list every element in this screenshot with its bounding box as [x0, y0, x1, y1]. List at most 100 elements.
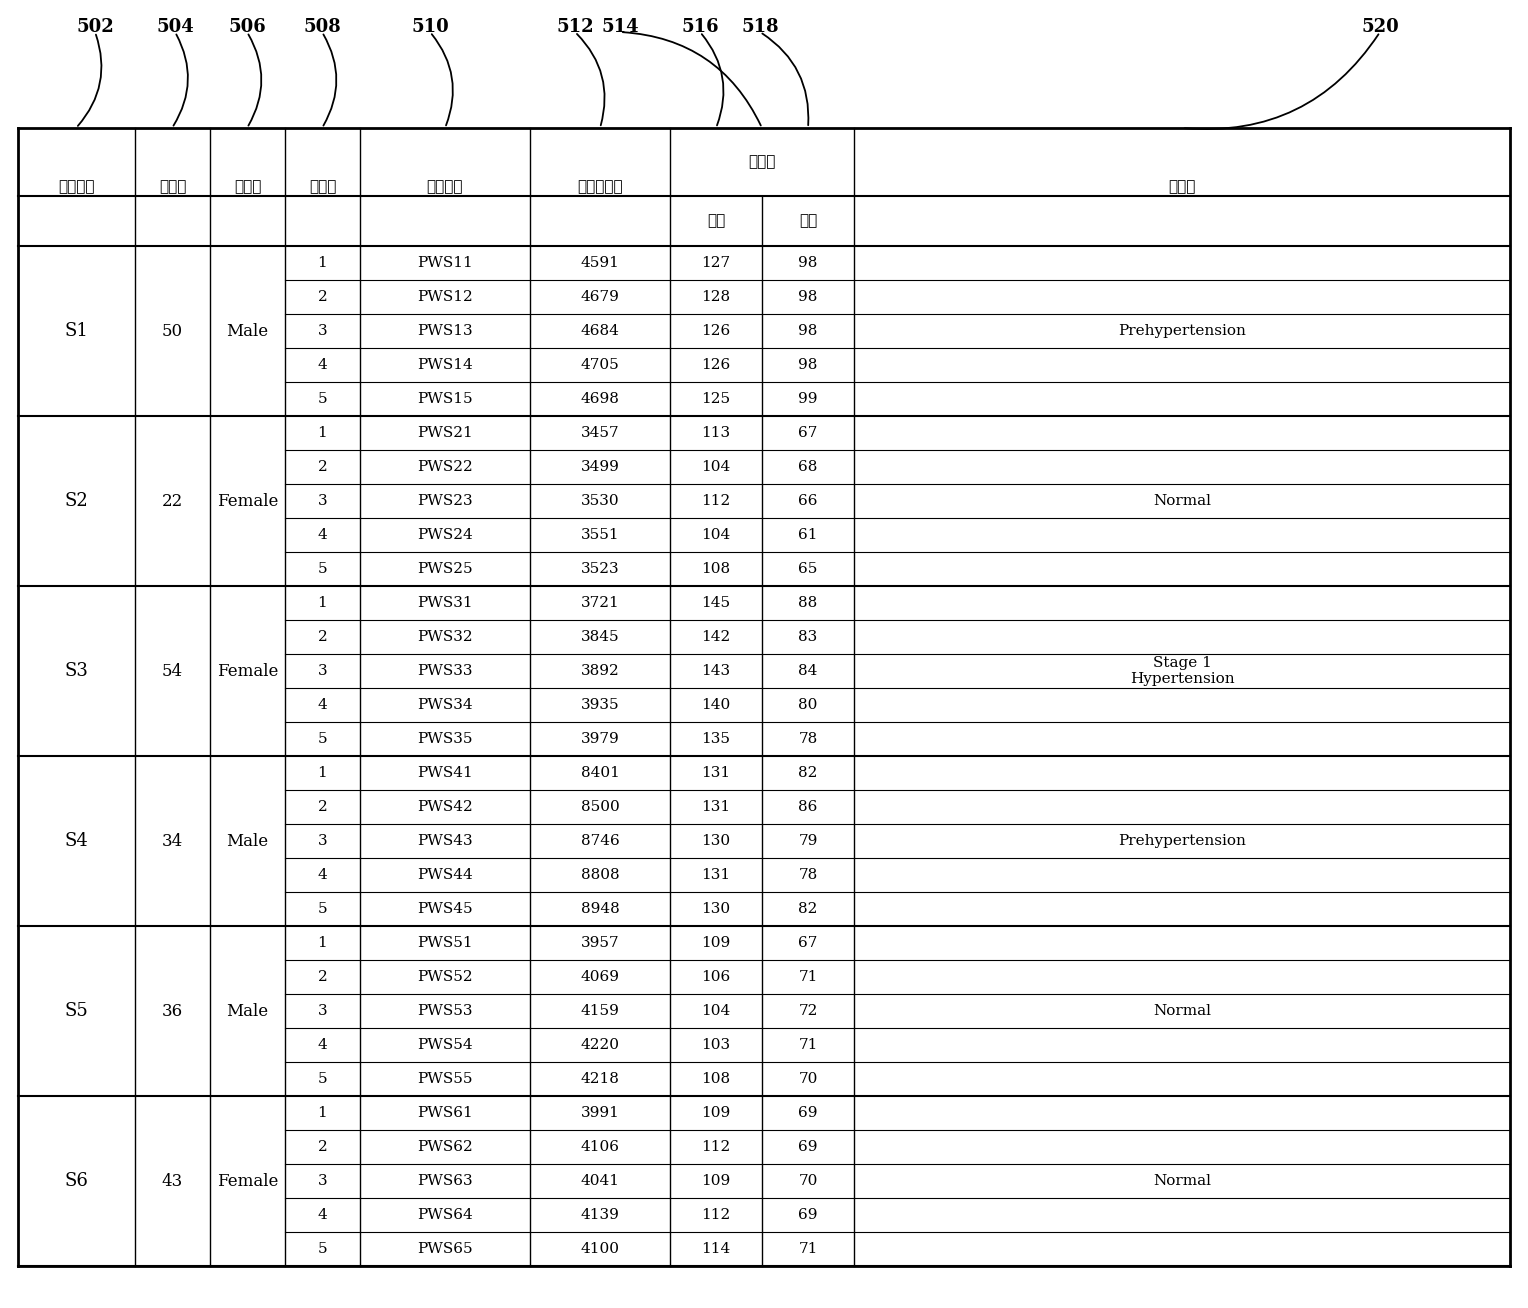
Text: 508: 508: [303, 18, 341, 37]
Text: PWS11: PWS11: [417, 256, 472, 269]
Text: Normal: Normal: [1154, 494, 1212, 508]
Text: PWS34: PWS34: [417, 698, 472, 712]
Text: 8948: 8948: [581, 903, 619, 916]
Text: 70: 70: [798, 1073, 817, 1086]
Text: 88: 88: [798, 596, 817, 610]
Text: PWS63: PWS63: [417, 1175, 472, 1188]
Text: PWS62: PWS62: [417, 1141, 472, 1154]
Text: 131: 131: [701, 766, 730, 780]
Text: 130: 130: [701, 903, 730, 916]
Text: 106: 106: [701, 971, 730, 984]
Text: 8808: 8808: [581, 869, 619, 882]
Text: PWS45: PWS45: [417, 903, 472, 916]
Text: 82: 82: [798, 766, 817, 780]
Text: 78: 78: [798, 732, 817, 746]
Text: 5: 5: [318, 732, 327, 746]
Text: PWS21: PWS21: [417, 426, 472, 439]
Text: 506: 506: [228, 18, 266, 37]
Text: S6: S6: [64, 1172, 89, 1190]
Text: 108: 108: [701, 562, 730, 576]
Text: 86: 86: [798, 800, 817, 814]
Text: 104: 104: [701, 460, 730, 473]
Text: 年　齢: 年 齢: [159, 181, 186, 194]
Text: 126: 126: [701, 358, 730, 371]
Text: Prehypertension: Prehypertension: [1118, 835, 1245, 848]
Text: 4: 4: [318, 698, 327, 712]
Text: 血　圧: 血 圧: [749, 156, 776, 169]
Text: 82: 82: [798, 903, 817, 916]
Text: 61: 61: [798, 528, 817, 542]
Text: PWS33: PWS33: [417, 664, 472, 678]
Text: 502: 502: [76, 18, 115, 37]
Text: 性　別: 性 別: [234, 181, 261, 194]
Text: Female: Female: [217, 1172, 278, 1189]
Text: 4069: 4069: [581, 971, 619, 984]
Text: 4159: 4159: [581, 1005, 619, 1018]
Text: 5: 5: [318, 392, 327, 405]
Text: 54: 54: [162, 662, 183, 679]
Text: 5: 5: [318, 1243, 327, 1256]
Text: 514: 514: [601, 18, 639, 37]
Text: 4698: 4698: [581, 392, 619, 405]
Text: 80: 80: [798, 698, 817, 712]
Text: 2: 2: [318, 800, 327, 814]
Text: 127: 127: [701, 256, 730, 269]
Text: PWS31: PWS31: [417, 596, 472, 610]
Text: 50: 50: [162, 323, 183, 340]
Text: 145: 145: [701, 596, 730, 610]
Text: 69: 69: [798, 1141, 817, 1154]
Text: 36: 36: [162, 1002, 183, 1019]
Text: 2: 2: [318, 630, 327, 644]
Text: 84: 84: [798, 664, 817, 678]
Text: 3: 3: [318, 494, 327, 508]
Text: 3530: 3530: [581, 494, 619, 508]
Text: Male: Male: [226, 323, 269, 340]
Text: 66: 66: [798, 494, 817, 508]
Text: 142: 142: [701, 630, 730, 644]
Text: 3499: 3499: [581, 460, 619, 473]
Text: S3: S3: [64, 662, 89, 680]
Text: 131: 131: [701, 800, 730, 814]
Text: 65: 65: [798, 562, 817, 576]
Text: 4041: 4041: [581, 1175, 619, 1188]
Text: 4100: 4100: [581, 1243, 619, 1256]
Text: 5: 5: [318, 1073, 327, 1086]
Text: 4106: 4106: [581, 1141, 619, 1154]
Text: 4679: 4679: [581, 290, 619, 303]
Text: PWS24: PWS24: [417, 528, 472, 542]
Text: 108: 108: [701, 1073, 730, 1086]
Text: 2: 2: [318, 460, 327, 473]
Text: S4: S4: [64, 832, 89, 850]
Text: 112: 112: [701, 1141, 730, 1154]
Text: 膨胀: 膨胀: [799, 215, 817, 228]
Text: 4: 4: [318, 869, 327, 882]
Text: PWS12: PWS12: [417, 290, 472, 303]
Text: 3: 3: [318, 1005, 327, 1018]
Text: 22: 22: [162, 493, 183, 510]
Text: PWS42: PWS42: [417, 800, 472, 814]
Text: 71: 71: [798, 1243, 817, 1256]
Text: Female: Female: [217, 493, 278, 510]
Text: 72: 72: [798, 1005, 817, 1018]
Text: 5: 5: [318, 562, 327, 576]
Text: 8746: 8746: [581, 835, 619, 848]
Text: 109: 109: [701, 1175, 730, 1188]
Text: 112: 112: [701, 494, 730, 508]
Text: PWS55: PWS55: [417, 1073, 472, 1086]
Text: S1: S1: [64, 322, 89, 340]
Text: 4: 4: [318, 1209, 327, 1222]
Text: 518: 518: [741, 18, 779, 37]
Text: PWS22: PWS22: [417, 460, 472, 473]
Text: 脈波信号: 脈波信号: [426, 181, 463, 194]
Text: 512: 512: [556, 18, 594, 37]
Text: PWS64: PWS64: [417, 1209, 472, 1222]
Text: 2: 2: [318, 971, 327, 984]
Text: 103: 103: [701, 1039, 730, 1052]
Text: 3892: 3892: [581, 664, 619, 678]
Text: 3991: 3991: [581, 1107, 619, 1120]
Text: 112: 112: [701, 1209, 730, 1222]
Text: 3: 3: [318, 664, 327, 678]
Text: Prehypertension: Prehypertension: [1118, 324, 1245, 337]
Text: 3979: 3979: [581, 732, 619, 746]
Text: 4591: 4591: [581, 256, 619, 269]
